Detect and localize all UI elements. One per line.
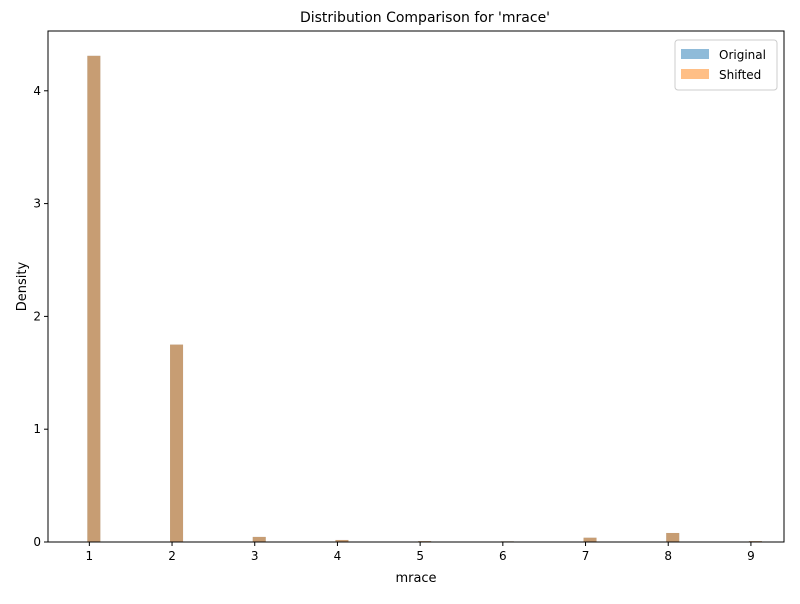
bar-shifted-3 [252, 536, 266, 542]
x-tick-label: 2 [168, 549, 176, 563]
x-tick-label: 6 [499, 549, 507, 563]
y-tick-label: 4 [33, 84, 41, 98]
y-tick-label: 3 [33, 197, 41, 211]
y-axis-ticks: 0 1 2 3 4 [33, 84, 48, 549]
bar-shifted-8 [666, 532, 680, 542]
legend-label-original: Original [719, 48, 766, 62]
legend-swatch-shifted [681, 69, 709, 79]
y-axis-label: Density [15, 261, 30, 311]
x-tick-label: 7 [582, 549, 590, 563]
legend-label-shifted: Shifted [719, 68, 761, 82]
x-tick-label: 4 [334, 549, 342, 563]
x-tick-label: 1 [86, 549, 94, 563]
y-tick-label: 2 [33, 309, 41, 323]
bar-shifted-1 [87, 55, 101, 543]
x-tick-label: 9 [747, 549, 755, 563]
x-axis-ticks: 1 2 3 4 5 6 7 8 9 [86, 542, 755, 563]
bar-shifted-4 [335, 539, 349, 542]
bar-shifted-7 [583, 537, 597, 542]
y-tick-label: 0 [33, 535, 41, 549]
legend: Original Shifted [674, 39, 778, 91]
legend-swatch-original [681, 49, 709, 59]
x-tick-label: 3 [251, 549, 259, 563]
x-tick-label: 8 [664, 549, 672, 563]
bars-group [87, 55, 762, 543]
y-tick-label: 1 [33, 422, 41, 436]
plot-frame [47, 30, 785, 543]
x-axis-label: mrace [395, 571, 436, 586]
bar-shifted-2 [170, 344, 184, 542]
x-tick-label: 5 [416, 549, 424, 563]
chart-title: Distribution Comparison for 'mrace' [300, 10, 550, 26]
